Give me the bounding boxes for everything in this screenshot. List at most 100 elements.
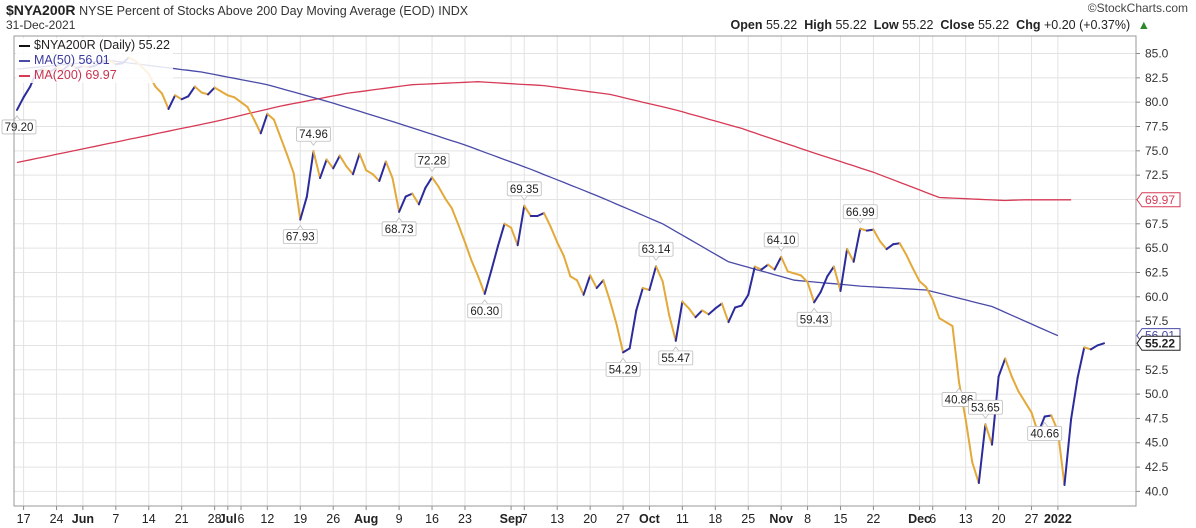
price-segment [378,160,387,182]
price-segment [437,185,447,200]
annotation-label: 66.99 [846,207,875,219]
plot-frame [13,35,1137,507]
y-tick-label: 57.5 [1145,314,1169,328]
price-segment [1076,346,1086,379]
ma200-line [16,81,1072,202]
price-segment [319,158,328,180]
price-segment [305,150,315,198]
price-segment [444,197,453,210]
x-tick-label: 16 [425,512,439,526]
price-annotation: 60.30 [467,299,503,319]
price-segment [846,248,855,263]
price-segment [786,270,796,275]
price-annotation: 54.29 [605,357,641,377]
price-segment [496,222,506,248]
annotation-pointer [777,246,785,252]
price-segment [312,150,322,180]
price-segment [997,357,1007,378]
price-segment [661,280,671,317]
price-segment [1083,346,1092,351]
ma50-layer [16,59,1059,337]
x-tick-label: 12 [260,512,274,526]
price-segment [687,307,697,319]
price-segment [832,265,842,292]
x-tick-label: 6 [929,512,936,526]
price-segment [826,265,835,278]
price-segment [740,293,750,307]
price-segment [299,195,308,221]
price-segment [753,265,763,271]
price-segment [589,274,598,290]
price-segment [286,153,295,175]
annotation-pointer [982,414,989,419]
x-tick-label: 13 [959,512,973,526]
x-tick-label: 9 [396,512,403,526]
price-segment [174,94,183,101]
y-tick-label: 50.0 [1145,387,1169,401]
x-tick-label: 20 [992,512,1006,526]
price-segment [332,154,341,170]
price-segment [384,160,394,180]
price-segment [239,101,249,109]
y-tick-label: 77.5 [1145,119,1169,133]
price-segment [200,91,210,96]
x-tick-label: Nov [769,512,793,526]
price-segment [747,265,756,296]
price-segment [253,118,262,135]
price-annotation: 40.86 [941,387,977,407]
y-tick-label: 65.0 [1145,241,1169,255]
chg-value: +0.20 (+0.37%) [1043,18,1131,32]
price-segment [365,169,374,176]
y-tick-label: 72.5 [1145,168,1169,182]
price-segment [859,227,868,232]
price-segment [911,267,921,283]
price-segment [727,306,737,324]
y-tick-label: 42.5 [1145,460,1169,474]
price-segment [543,212,552,228]
price-segment [767,263,776,271]
price-segment [556,241,565,257]
annotation-layer: 79.20 67.93 74.96 68.73 72.28 60.30 69.35 54.29… [1,115,1063,441]
price-segment [879,240,888,251]
chg-label: Chg [1016,18,1041,32]
price-segment [971,461,980,485]
price-segment [720,302,730,324]
price-segment [180,95,190,101]
price-annotation: 64.10 [763,232,799,252]
last-value-tag: 69.97 [1136,192,1181,208]
y-tick-label: 82.5 [1145,71,1169,85]
main-series-swatch [19,44,30,47]
price-annotation: 66.99 [842,204,878,224]
annotation-label: 55.47 [661,353,690,365]
legend-ma50-label: MA(50) 56.01 [34,53,110,67]
price-segment [951,324,961,384]
x-tick-label: 8 [804,512,811,526]
brand-logo[interactable]: ©StockCharts.com [1087,1,1188,15]
last-value-box [1136,192,1181,208]
price-segment [503,222,513,229]
price-segment [213,86,223,93]
price-annotation: 74.96 [296,126,331,146]
x-tick-label: 11 [676,512,689,526]
price-segment [714,302,723,310]
price-segment [351,152,361,176]
x-tick-label: 17 [17,512,31,526]
price-segment [516,204,526,247]
price-segment [925,286,934,301]
price-segment [806,281,816,304]
price-segment [918,280,928,289]
x-tick-label: 27 [1025,512,1039,526]
price-segment [16,96,25,111]
x-tick-label: 18 [708,512,722,526]
y-tick-label: 40.0 [1145,484,1169,498]
price-segment [272,118,282,139]
annotation-label: 68.73 [385,224,414,236]
annotation-label: 64.10 [767,235,796,247]
price-segment [325,158,335,170]
x-tick-label: Aug [354,512,378,526]
price-segment [1063,418,1073,486]
price-segment [1004,357,1013,378]
price-segment [536,212,546,218]
price-segment [1043,414,1053,418]
